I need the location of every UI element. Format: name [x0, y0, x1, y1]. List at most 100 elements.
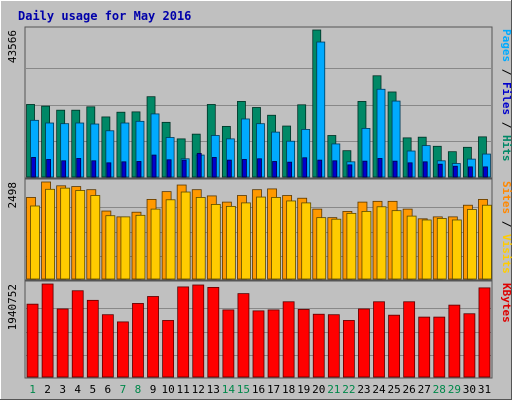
- bar-hits-pages-29: [452, 165, 458, 178]
- bar-visits-sites-28: [436, 218, 447, 280]
- bar-hits-pages-6: [106, 162, 112, 178]
- bar-hits-pages-8: [136, 161, 142, 178]
- x-tick-label-19: 19: [297, 383, 310, 396]
- plot-area: 43566 Pages / Files / Hits 2498 Sites / Vis…: [6, 26, 512, 396]
- x-tick-label-26: 26: [403, 383, 416, 396]
- bar-hits-files-20: [316, 41, 326, 178]
- bar-kbytes-kbytes-16: [252, 310, 265, 378]
- bar-hits-pages-1: [31, 157, 36, 178]
- bar-hits-pages-20: [317, 159, 323, 178]
- bar-visits-sites-30: [467, 209, 477, 280]
- bar-hits-pages-5: [91, 160, 97, 178]
- axis-label-part-hits-0: Pages: [500, 29, 512, 62]
- bar-visits-sites-21: [331, 218, 342, 280]
- bar-visits-sites-15: [241, 202, 251, 280]
- bar-hits-pages-10: [166, 159, 172, 178]
- x-tick-label-11: 11: [177, 383, 190, 396]
- axis-label-part-hits-1: /: [500, 62, 512, 82]
- bar-kbytes-kbytes-26: [403, 301, 416, 378]
- bar-hits-pages-27: [422, 161, 428, 178]
- bar-kbytes-kbytes-22: [342, 320, 355, 378]
- bar-kbytes-kbytes-31: [478, 287, 491, 378]
- bar-visits-sites-31: [482, 204, 492, 280]
- bar-kbytes-kbytes-1: [26, 303, 39, 378]
- x-tick-label-2: 2: [44, 383, 51, 396]
- bar-kbytes-kbytes-13: [207, 286, 220, 378]
- bar-kbytes-kbytes-12: [192, 284, 205, 378]
- bar-visits-sites-4: [75, 190, 86, 280]
- bar-visits-sites-25: [391, 210, 402, 280]
- bar-kbytes-kbytes-8: [132, 303, 144, 378]
- x-tick-label-30: 30: [463, 383, 476, 396]
- bar-hits-pages-19: [302, 157, 308, 178]
- x-tick-label-31: 31: [478, 383, 491, 396]
- x-tick-label-10: 10: [161, 383, 174, 396]
- bar-kbytes-kbytes-20: [312, 313, 325, 378]
- bar-hits-pages-15: [242, 159, 247, 178]
- bar-kbytes-kbytes-18: [282, 301, 295, 378]
- bar-hits-pages-4: [76, 158, 82, 178]
- bar-visits-sites-13: [210, 204, 221, 280]
- bar-kbytes-kbytes-19: [297, 309, 310, 378]
- bar-kbytes-kbytes-23: [358, 308, 370, 378]
- max-value-label-hits: 43566: [6, 30, 19, 63]
- bar-visits-sites-24: [376, 206, 387, 280]
- x-tick-label-25: 25: [387, 383, 400, 396]
- bar-hits-pages-30: [468, 166, 473, 178]
- bar-visits-sites-6: [105, 215, 116, 280]
- bar-kbytes-kbytes-10: [162, 320, 175, 378]
- bar-hits-pages-22: [347, 164, 353, 178]
- bar-visits-sites-9: [150, 208, 161, 280]
- x-tick-label-8: 8: [135, 383, 142, 396]
- bar-visits-sites-2: [45, 188, 55, 280]
- bar-visits-sites-12: [195, 197, 206, 280]
- bar-visits-sites-23: [361, 211, 372, 280]
- chart-title: Daily usage for May 2016: [18, 9, 191, 23]
- axis-label-hits: Pages / Files / Hits: [500, 29, 512, 162]
- bar-kbytes-kbytes-25: [388, 314, 400, 378]
- x-tick-label-15: 15: [237, 383, 250, 396]
- bar-kbytes-kbytes-27: [418, 316, 431, 378]
- x-tick-label-22: 22: [342, 383, 355, 396]
- bar-hits-pages-31: [483, 166, 488, 178]
- bar-hits-pages-18: [287, 161, 293, 178]
- bar-kbytes-kbytes-9: [147, 296, 159, 378]
- bar-hits-pages-26: [407, 162, 413, 178]
- bar-visits-sites-10: [165, 199, 176, 280]
- x-tick-label-7: 7: [120, 383, 127, 396]
- x-tick-label-16: 16: [252, 383, 265, 396]
- bar-kbytes-kbytes-21: [327, 314, 340, 378]
- bar-visits-sites-8: [135, 214, 146, 280]
- axis-label-part-visits-0: Sites: [500, 181, 512, 214]
- bar-hits-pages-13: [211, 157, 217, 178]
- bar-hits-pages-14: [226, 159, 232, 178]
- axis-label-part-visits-2: Visits: [500, 234, 512, 274]
- bar-kbytes-kbytes-28: [433, 316, 446, 378]
- bar-hits-pages-21: [332, 160, 338, 178]
- bar-hits-pages-11: [181, 159, 187, 178]
- bar-kbytes-kbytes-11: [177, 286, 190, 378]
- bar-kbytes-kbytes-2: [41, 283, 54, 378]
- x-tick-label-3: 3: [59, 383, 66, 396]
- max-value-label-kbytes: 1940752: [6, 284, 19, 330]
- x-tick-label-14: 14: [222, 383, 236, 396]
- bar-visits-sites-17: [271, 197, 281, 280]
- x-tick-label-29: 29: [448, 383, 461, 396]
- bar-visits-sites-14: [225, 205, 236, 280]
- bar-hits-pages-25: [392, 160, 398, 178]
- bar-visits-sites-22: [346, 212, 357, 280]
- bar-hits-pages-17: [272, 161, 277, 178]
- bar-visits-sites-5: [90, 195, 101, 280]
- bar-kbytes-kbytes-17: [267, 309, 280, 378]
- bar-hits-pages-12: [196, 152, 202, 178]
- x-tick-label-20: 20: [312, 383, 325, 396]
- x-tick-label-28: 28: [433, 383, 446, 396]
- bar-hits-pages-28: [437, 163, 443, 178]
- max-value-label-visits: 2498: [6, 182, 19, 209]
- bar-visits-sites-1: [30, 205, 40, 280]
- axis-label-kbytes: KBytes: [500, 283, 512, 323]
- x-tick-label-1: 1: [29, 383, 36, 396]
- axis-label-part-hits-2: Files: [500, 82, 512, 115]
